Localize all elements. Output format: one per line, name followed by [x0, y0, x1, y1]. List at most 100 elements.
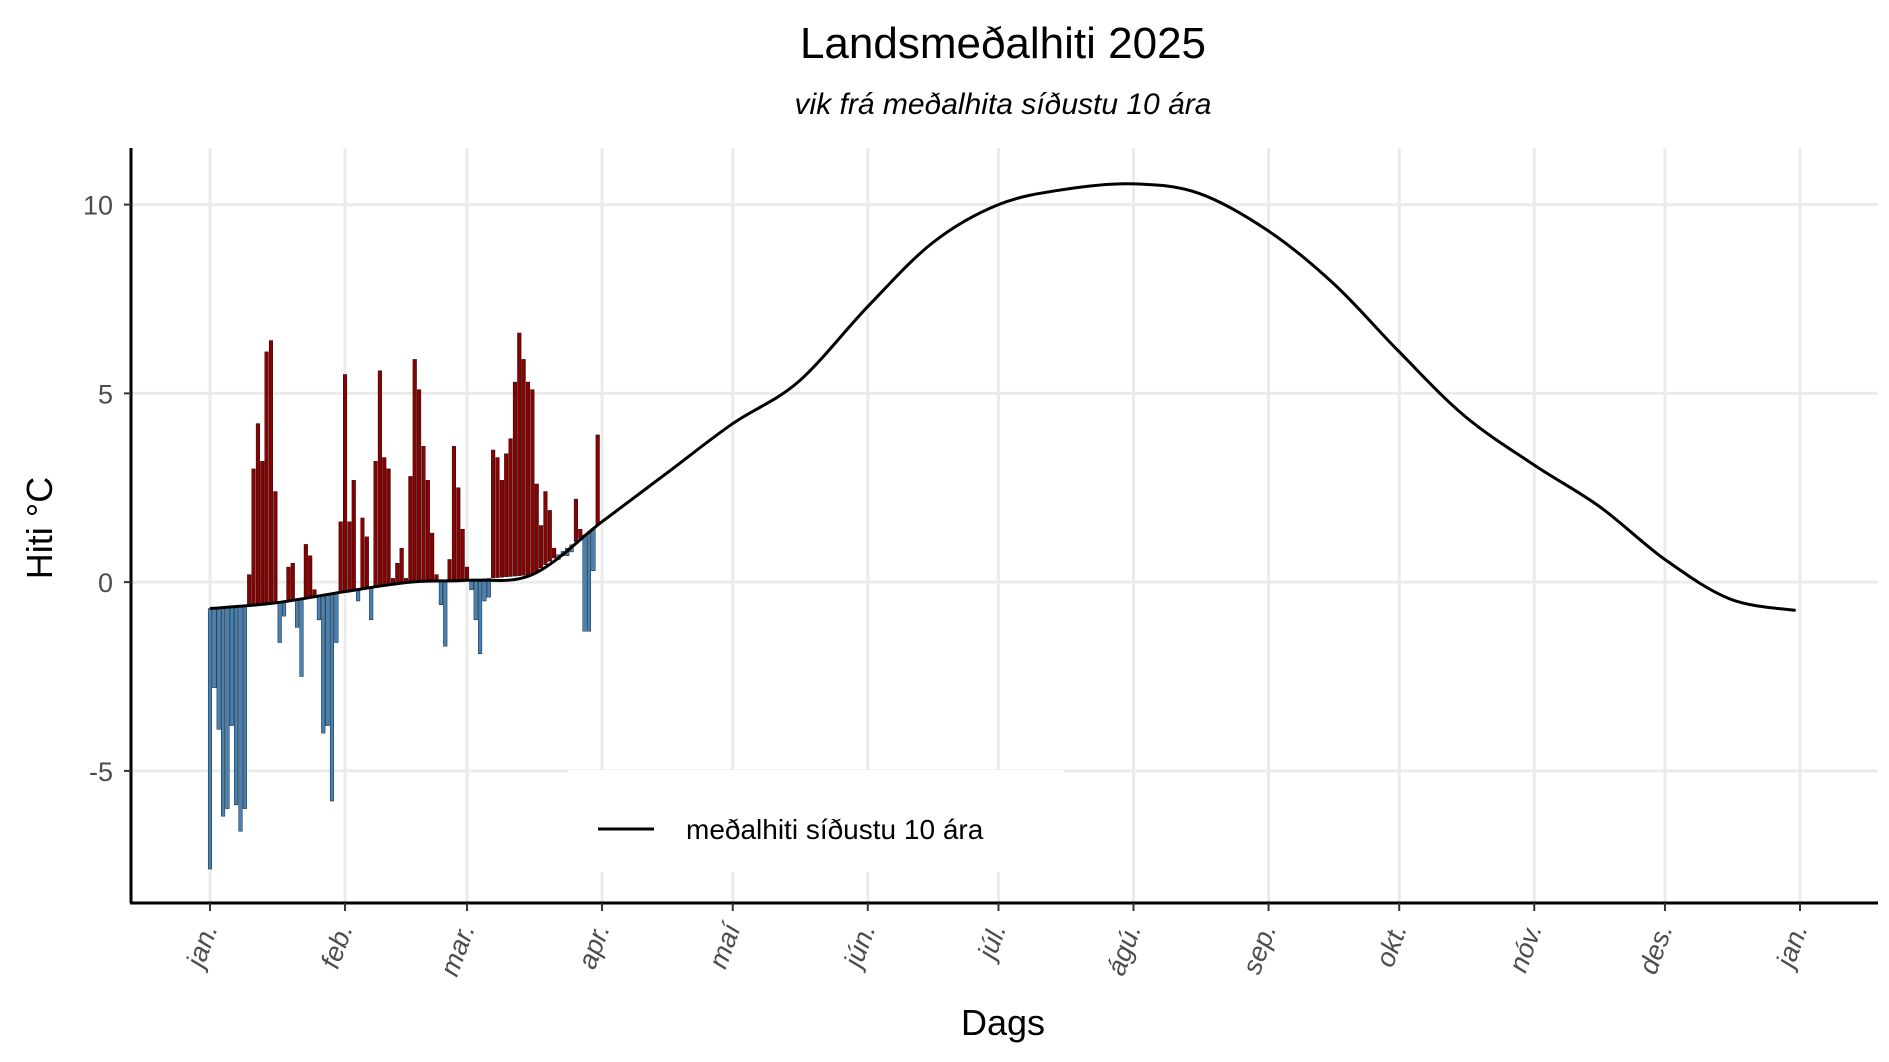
- x-tick-label-1: feb.: [315, 920, 359, 973]
- x-tick-label-11: des.: [1633, 920, 1679, 978]
- bar-day-29: [329, 593, 335, 802]
- bar-day-24: [308, 555, 313, 598]
- bar-day-30: [334, 592, 339, 643]
- bar-day-87: [582, 534, 587, 632]
- bar-day-52: [430, 532, 435, 582]
- bar-day-32: [343, 374, 348, 592]
- bar-day-60: [464, 566, 470, 581]
- x-ticks: jan. feb. mar. apr. maí jún. júl. ágú. sep. okt. n…: [179, 903, 1814, 980]
- x-tick-label-2: mar.: [434, 920, 480, 980]
- legend-label: meðalhiti síðustu 10 ára: [686, 814, 984, 845]
- bar-day-33: [347, 521, 352, 592]
- x-tick-label-8: sep.: [1237, 920, 1283, 978]
- average-line: [209, 182, 1796, 612]
- chart-title: Landsmeðalhiti 2025: [800, 19, 1206, 68]
- x-tick-label-4: maí: [703, 917, 747, 972]
- bar-day-57: [451, 446, 456, 581]
- bar-day-37: [364, 536, 369, 589]
- bar-day-64: [482, 578, 487, 602]
- bar-day-1: [207, 608, 213, 870]
- bar-day-50: [421, 446, 426, 582]
- bar-day-73: [521, 359, 526, 576]
- bar-day-90: [595, 434, 600, 526]
- bar-day-63: [478, 578, 483, 655]
- bar-day-66: [491, 449, 496, 579]
- bar-day-39: [373, 461, 378, 588]
- bar-day-17: [277, 601, 282, 643]
- bar-day-42: [386, 468, 391, 586]
- bar-day-79: [547, 510, 552, 562]
- bar-day-14: [264, 351, 269, 604]
- x-tick-label-5: jún.: [837, 920, 881, 975]
- bar-day-15: [268, 340, 274, 604]
- bar-day-3: [216, 607, 221, 730]
- y-tick-label-1: 0: [98, 568, 113, 598]
- bar-day-54: [438, 580, 443, 605]
- bar-day-78: [543, 491, 548, 565]
- bar-day-22: [299, 598, 304, 677]
- bar-day-40: [377, 370, 382, 587]
- bar-day-49: [417, 389, 422, 583]
- bar-day-19: [286, 566, 291, 601]
- bar-day-31: [338, 521, 343, 593]
- bar-day-35: [356, 589, 361, 602]
- bar-day-77: [539, 525, 544, 569]
- bar-day-74: [525, 381, 531, 576]
- bar-day-65: [486, 578, 491, 598]
- bar-day-76: [534, 483, 539, 572]
- bar-day-34: [351, 480, 356, 591]
- bar-day-51: [425, 480, 430, 582]
- bar-day-67: [495, 457, 500, 578]
- bar-day-10: [247, 574, 252, 606]
- legend-background: [568, 770, 1064, 872]
- bar-day-13: [260, 461, 265, 605]
- bar-day-48: [412, 359, 417, 583]
- bar-day-69: [504, 453, 509, 578]
- daily-bars: [207, 332, 600, 870]
- bar-day-85: [573, 498, 578, 542]
- bar-day-11: [251, 468, 256, 605]
- bar-day-71: [512, 381, 517, 577]
- bar-day-21: [295, 599, 300, 628]
- bar-day-59: [460, 529, 465, 581]
- x-tick-label-12: jan.: [1769, 920, 1813, 975]
- x-tick-label-0: jan.: [179, 920, 223, 975]
- bar-day-38: [369, 587, 374, 621]
- bar-day-56: [447, 559, 452, 582]
- bar-day-23: [303, 544, 308, 599]
- x-tick-label-7: ágú.: [1101, 920, 1147, 980]
- bar-day-5: [225, 606, 230, 809]
- bar-day-45: [399, 547, 404, 584]
- bar-day-28: [325, 594, 330, 726]
- bar-day-7: [234, 606, 239, 806]
- bar-day-2: [212, 607, 217, 689]
- bar-day-44: [395, 563, 400, 585]
- x-tick-label-3: apr.: [572, 920, 616, 973]
- bar-day-12: [255, 423, 260, 605]
- y-tick-label-2: 5: [98, 379, 113, 409]
- bar-day-70: [508, 438, 513, 577]
- bar-day-20: [290, 563, 295, 601]
- bar-day-4: [221, 607, 226, 817]
- bar-day-55: [443, 580, 448, 647]
- bar-day-36: [360, 517, 365, 590]
- x-axis-label: Dags: [961, 1002, 1045, 1043]
- bar-day-80: [552, 547, 557, 559]
- x-tick-label-9: okt.: [1370, 920, 1413, 971]
- bar-day-6: [229, 606, 234, 726]
- bar-day-16: [273, 491, 278, 604]
- bar-day-26: [316, 595, 321, 621]
- bar-day-62: [473, 579, 478, 621]
- y-tick-label-3: 10: [83, 191, 113, 221]
- bar-day-47: [408, 476, 413, 583]
- chart-subtitle: vik frá meðalhita síðustu 10 ára: [795, 88, 1212, 121]
- x-tick-label-10: nóv.: [1503, 920, 1548, 976]
- y-ticks: -5 0 5 10: [83, 191, 131, 787]
- legend: meðalhiti síðustu 10 ára: [568, 770, 1064, 872]
- bar-day-89: [591, 528, 596, 571]
- bar-day-68: [499, 480, 504, 578]
- grid-lines: [131, 148, 1878, 903]
- x-tick-label-6: júl.: [971, 920, 1012, 966]
- bar-day-18: [282, 601, 287, 617]
